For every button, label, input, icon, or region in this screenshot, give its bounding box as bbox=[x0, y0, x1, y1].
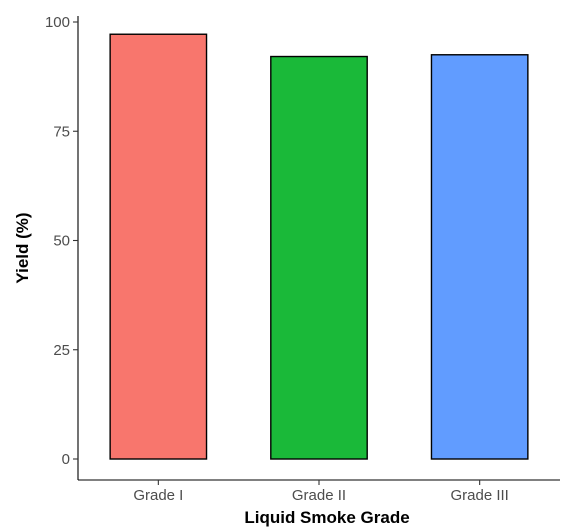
x-axis-ticks: Grade I Grade II Grade III bbox=[133, 480, 509, 504]
y-tick-label: 100 bbox=[45, 14, 70, 31]
y-tick-label: 25 bbox=[53, 342, 70, 359]
plot-area bbox=[109, 33, 529, 460]
bar-grade-i bbox=[109, 33, 208, 460]
bar-grade-iii bbox=[430, 54, 529, 460]
y-tick-label: 50 bbox=[53, 233, 70, 250]
bar-grade-ii bbox=[270, 55, 368, 460]
x-tick-label: Grade II bbox=[292, 487, 346, 504]
y-axis-ticks: 0 25 50 75 100 bbox=[45, 14, 78, 468]
y-tick-label: 75 bbox=[53, 123, 70, 140]
x-tick-label: Grade I bbox=[133, 487, 183, 504]
y-axis-title: Yield (%) bbox=[13, 212, 32, 283]
x-tick-label: Grade III bbox=[450, 487, 508, 504]
x-axis-title: Liquid Smoke Grade bbox=[244, 508, 409, 527]
y-tick-label: 0 bbox=[62, 451, 70, 468]
